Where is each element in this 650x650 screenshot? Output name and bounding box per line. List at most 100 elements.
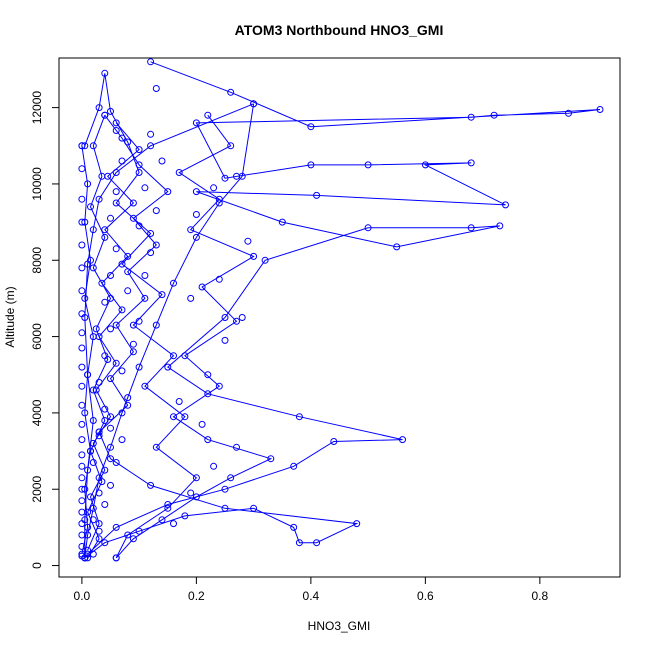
data-point [152,321,160,329]
data-point [198,420,206,428]
data-point [78,382,86,390]
data-point [221,314,229,321]
data-point [101,226,109,234]
data-point [89,459,97,466]
data-point [95,535,103,543]
data-point [210,184,218,192]
data-point [87,447,94,455]
data-point [87,493,94,501]
data-point [89,226,97,234]
data-point [278,218,286,226]
data-point [78,451,86,459]
data-point [78,142,86,150]
data-point [118,260,126,268]
data-point [104,172,112,180]
data-point [78,344,86,352]
data-point [89,516,97,524]
data-point [107,413,114,421]
data-point [129,199,137,207]
data-point [78,531,86,539]
data-point [244,237,252,245]
data-point [107,214,114,222]
data-point [78,520,86,528]
data-point [152,443,160,451]
data-point [89,439,97,447]
data-point [198,283,206,291]
y-axis: 0 2000 4000 6000 8000 10000 12000 [30,91,60,569]
x-axis-label: HNO3_GMI [308,619,371,633]
data-point [89,417,97,424]
data-point [187,294,195,302]
data-point [135,169,143,176]
data-point [92,325,100,333]
x-axis: 0.0 0.2 0.4 0.6 0.8 [74,576,549,603]
data-point [84,180,92,188]
data-point [78,363,86,371]
data-point [204,390,212,398]
data-point [565,109,572,117]
x-tick-label: 0.8 [532,589,549,603]
data-point [170,352,177,360]
data-point [467,224,475,232]
data-point [204,111,212,119]
data-point [78,474,86,482]
data-point [78,436,86,444]
series-8 [81,69,200,562]
data-point [330,438,338,445]
data-point [78,329,86,337]
data-point [78,287,86,295]
data-point [129,348,137,356]
data-point [84,546,92,554]
data-point [233,443,240,451]
data-point [164,504,172,512]
data-point [181,413,189,421]
data-point [107,443,114,451]
data-point [158,291,166,299]
data-point [92,386,100,394]
data-point [95,195,103,203]
data-point [467,113,475,121]
series-layer [78,58,604,562]
data-point [170,413,177,421]
data-point [81,485,89,493]
data-point [221,174,229,182]
data-point [187,489,195,497]
data-point [81,409,89,417]
data-point [290,462,298,470]
data-point [221,336,229,344]
data-point [118,367,126,375]
series-line [81,145,94,555]
series-line [115,114,273,559]
series-4 [81,428,361,562]
data-point [81,142,89,150]
data-point [141,382,149,390]
data-point [364,161,372,169]
data-point [95,520,103,528]
data-point [221,504,229,512]
data-point [250,252,258,260]
y-tick-label: 0 [30,562,44,569]
data-point [101,539,109,547]
data-point [95,432,103,440]
data-point [164,188,172,196]
data-point [147,58,155,66]
data-point [496,222,504,230]
data-point [135,527,143,535]
data-point [152,241,160,249]
data-point [78,552,86,560]
y-tick-label: 6000 [30,323,44,350]
data-point [112,199,120,207]
data-point [147,230,155,237]
data-point [192,474,200,482]
data-point [210,462,218,470]
y-tick-label: 4000 [30,399,44,426]
data-point [107,481,114,489]
data-point [89,333,97,341]
data-point [307,123,315,131]
data-point [89,142,97,150]
chart-title: ATOM3 Northbound HNO3_GMI [235,22,444,38]
data-point [192,493,200,501]
data-point [192,233,200,241]
data-point [78,485,86,493]
data-point [124,287,132,295]
